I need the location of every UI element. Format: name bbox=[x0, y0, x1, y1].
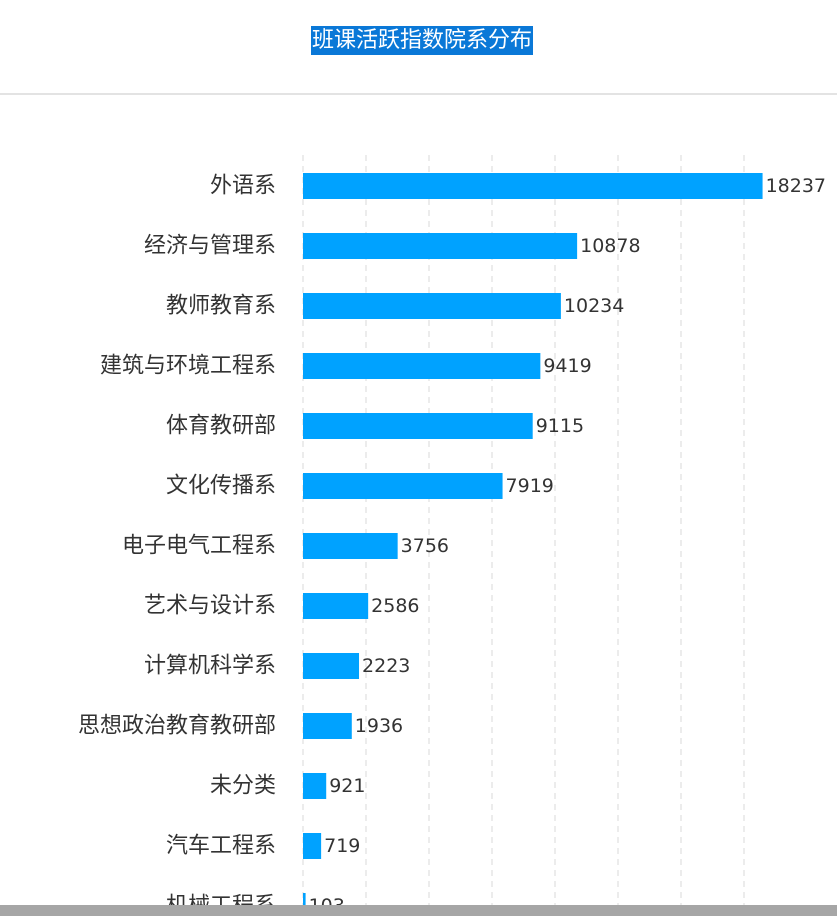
category-label: 外语系 bbox=[210, 174, 276, 199]
category-label: 机械工程系 bbox=[166, 894, 276, 906]
bar[interactable] bbox=[303, 653, 360, 679]
horizontal-scrollbar[interactable] bbox=[0, 905, 837, 916]
category-label: 计算机科学系 bbox=[144, 654, 276, 679]
data-label: 7919 bbox=[506, 475, 554, 497]
bar[interactable] bbox=[303, 413, 533, 439]
category-label: 汽车工程系 bbox=[166, 834, 276, 859]
data-label: 18237 bbox=[766, 175, 826, 197]
bar[interactable] bbox=[303, 593, 369, 619]
category-label: 文化传播系 bbox=[166, 474, 276, 499]
category-label: 思想政治教育教研部 bbox=[78, 714, 276, 739]
category-label: 艺术与设计系 bbox=[144, 594, 276, 619]
data-label: 103 bbox=[309, 895, 345, 905]
labels: 外语系 18237 经济与管理系 10878 教师教育系 10234 建筑与环境工程系 941… bbox=[78, 174, 826, 906]
data-label: 2586 bbox=[371, 595, 419, 617]
data-label: 921 bbox=[329, 775, 365, 797]
data-label: 10878 bbox=[580, 235, 640, 257]
category-label: 体育教研部 bbox=[166, 414, 276, 439]
bar[interactable] bbox=[303, 293, 561, 319]
chart-header: 班课活跃指数院系分布 bbox=[0, 0, 837, 95]
data-label: 3756 bbox=[401, 535, 449, 557]
bar[interactable] bbox=[303, 533, 398, 559]
category-label: 电子电气工程系 bbox=[122, 534, 276, 559]
category-label: 未分类 bbox=[210, 774, 276, 799]
bar[interactable] bbox=[303, 893, 306, 905]
data-label: 2223 bbox=[362, 655, 410, 677]
bar[interactable] bbox=[303, 773, 327, 799]
gridlines bbox=[302, 155, 745, 905]
category-label: 经济与管理系 bbox=[144, 234, 276, 259]
data-label: 10234 bbox=[564, 295, 624, 317]
bar[interactable] bbox=[303, 173, 763, 199]
bar[interactable] bbox=[303, 353, 541, 379]
data-label: 9115 bbox=[536, 415, 584, 437]
data-label: 9419 bbox=[543, 355, 591, 377]
chart-title: 班课活跃指数院系分布 bbox=[311, 26, 534, 55]
data-label: 719 bbox=[324, 835, 360, 857]
bar[interactable] bbox=[303, 713, 352, 739]
bar[interactable] bbox=[303, 233, 578, 259]
bars bbox=[303, 173, 763, 905]
bar[interactable] bbox=[303, 833, 322, 859]
bar[interactable] bbox=[303, 473, 503, 499]
data-label: 1936 bbox=[355, 715, 403, 737]
category-label: 教师教育系 bbox=[166, 294, 276, 319]
category-label: 建筑与环境工程系 bbox=[100, 354, 276, 379]
